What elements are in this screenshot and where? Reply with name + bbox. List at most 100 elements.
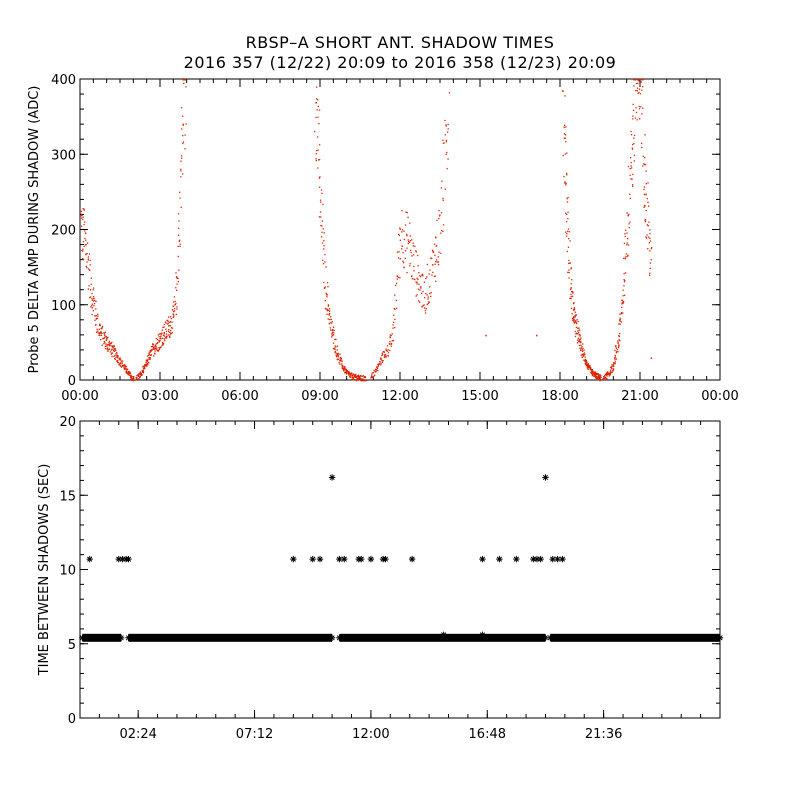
data-point	[315, 153, 317, 155]
data-point	[91, 292, 93, 295]
data-point	[161, 332, 163, 334]
data-point	[142, 365, 144, 367]
data-point	[442, 230, 444, 233]
data-point	[566, 198, 568, 200]
data-point	[426, 263, 429, 266]
data-point	[649, 272, 651, 274]
data-point	[627, 165, 630, 168]
data-point	[406, 233, 408, 236]
data-point	[355, 376, 357, 378]
data-point	[378, 363, 380, 365]
data-point	[170, 317, 172, 320]
data-point	[404, 224, 407, 226]
data-point	[639, 79, 641, 81]
data-point	[107, 349, 109, 351]
data-point	[418, 272, 420, 274]
data-point	[602, 378, 605, 380]
data-point	[92, 310, 95, 312]
data-point	[94, 299, 96, 302]
data-point	[91, 303, 94, 305]
data-point	[604, 376, 607, 379]
data-point	[90, 277, 92, 279]
data-point	[117, 361, 119, 364]
data-point	[572, 302, 575, 305]
data-point	[97, 330, 99, 332]
data-point	[645, 194, 647, 196]
data-point	[367, 555, 375, 563]
data-point	[360, 375, 362, 377]
data-point	[173, 296, 176, 298]
data-point	[629, 193, 631, 196]
data-point	[584, 361, 587, 363]
data-point	[160, 338, 162, 340]
data-point	[623, 281, 626, 283]
data-point	[608, 374, 611, 376]
data-point	[564, 134, 567, 136]
data-point	[176, 289, 178, 292]
data-point	[595, 377, 597, 380]
data-point	[177, 245, 179, 248]
data-point	[595, 374, 597, 377]
data-point	[100, 334, 102, 336]
data-point	[182, 135, 184, 137]
data-point	[324, 253, 326, 256]
data-point	[606, 371, 609, 373]
data-point	[162, 343, 164, 345]
data-point	[342, 365, 344, 367]
data-point	[92, 300, 95, 302]
data-point	[563, 133, 566, 135]
data-point	[584, 363, 586, 365]
data-point	[643, 206, 645, 208]
data-point	[625, 253, 627, 255]
x-tick-label: 18:00	[541, 389, 578, 404]
data-point	[599, 380, 601, 382]
data-point	[593, 374, 595, 376]
data-point	[167, 322, 170, 324]
data-point	[110, 353, 112, 355]
x-tick-label: 21:36	[585, 727, 622, 742]
data-point	[404, 257, 406, 260]
data-point	[612, 364, 615, 366]
data-point	[163, 335, 165, 337]
x-tick-label: 06:00	[221, 389, 258, 404]
data-point	[411, 255, 413, 257]
data-point	[592, 370, 594, 372]
data-point	[181, 128, 183, 130]
data-point	[82, 241, 85, 243]
data-point	[568, 259, 570, 262]
data-point	[321, 242, 324, 244]
data-point	[382, 555, 389, 563]
data-point	[573, 316, 575, 319]
data-point	[328, 312, 331, 315]
x-tick-label: 00:00	[701, 389, 738, 404]
data-point	[631, 178, 633, 180]
data-point	[565, 235, 568, 237]
data-point	[578, 340, 580, 343]
data-point	[633, 142, 635, 145]
data-point	[571, 279, 573, 281]
data-point	[424, 297, 426, 299]
data-point	[337, 352, 339, 355]
data-point	[348, 374, 350, 376]
data-point	[643, 163, 645, 165]
data-point	[89, 264, 91, 266]
data-point	[156, 347, 158, 349]
data-point	[318, 144, 321, 146]
data-point	[152, 348, 154, 350]
data-point	[172, 309, 174, 311]
data-point	[566, 152, 568, 154]
data-point	[149, 356, 151, 359]
data-point	[371, 374, 373, 376]
data-point	[646, 234, 648, 236]
data-point	[372, 372, 374, 374]
data-point	[361, 380, 363, 382]
data-point	[123, 366, 125, 369]
data-point	[563, 175, 565, 178]
data-point	[387, 352, 390, 354]
data-point	[640, 142, 643, 145]
data-point	[317, 105, 319, 108]
data-point	[425, 292, 427, 295]
data-point	[372, 376, 374, 378]
x-tick-label: 07:12	[236, 727, 273, 742]
data-point	[120, 362, 122, 364]
